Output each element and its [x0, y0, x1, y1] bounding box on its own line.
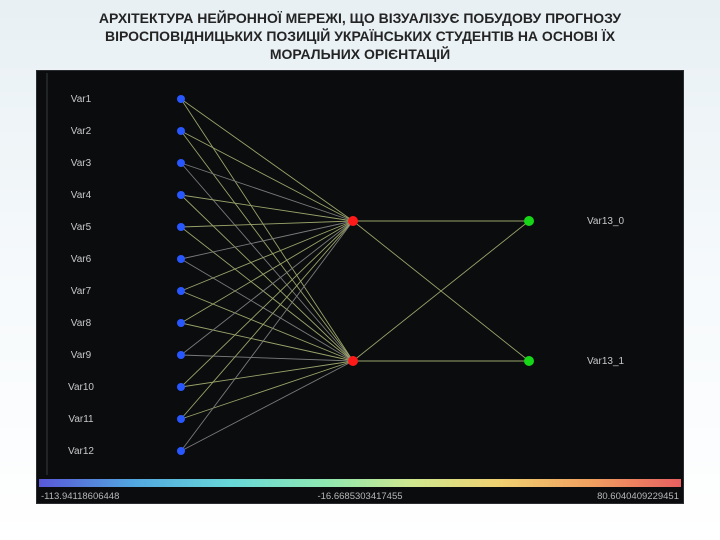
- edge-input-hidden: [181, 99, 353, 221]
- input-node: [177, 223, 185, 231]
- input-node: [177, 255, 185, 263]
- edge-input-hidden: [181, 361, 353, 419]
- hidden-node: [348, 216, 358, 226]
- input-label: Var4: [71, 190, 92, 201]
- input-node: [177, 415, 185, 423]
- colorbar-tick-mid: -16.6685303417455: [317, 491, 402, 502]
- edge-input-hidden: [181, 163, 353, 361]
- page-title: АРХІТЕКТУРА НЕЙРОННОЇ МЕРЕЖІ, ЩО ВІЗУАЛІ…: [36, 10, 684, 64]
- input-label: Var10: [68, 382, 94, 393]
- input-label: Var9: [71, 350, 92, 361]
- input-node: [177, 319, 185, 327]
- hidden-node: [348, 356, 358, 366]
- input-label: Var8: [71, 318, 92, 329]
- output-label: Var13_1: [587, 356, 625, 367]
- network-diagram-panel: Var1 Var2 Var3 Var4 Var5 Var6 Var7 Var8 Var9 Var1…: [36, 70, 684, 504]
- edge-input-hidden: [181, 221, 353, 259]
- colorbar: [39, 479, 681, 487]
- colorbar-tick-left: -113.94118606448: [41, 491, 119, 502]
- edge-input-hidden: [181, 355, 353, 361]
- input-label: Var1: [71, 94, 92, 105]
- input-node: [177, 191, 185, 199]
- network-diagram: Var1 Var2 Var3 Var4 Var5 Var6 Var7 Var8 Var9 Var1…: [37, 71, 685, 505]
- input-label: Var2: [71, 126, 92, 137]
- title-line: АРХІТЕКТУРА НЕЙРОННОЇ МЕРЕЖІ, ЩО ВІЗУАЛІ…: [99, 10, 621, 26]
- input-node: [177, 287, 185, 295]
- input-label: Var5: [71, 222, 92, 233]
- input-node: [177, 383, 185, 391]
- title-line: ВІРОСПОВІДНИЦЬКИХ ПОЗИЦІЙ УКРАЇНСЬКИХ СТ…: [105, 28, 615, 44]
- output-node: [524, 356, 534, 366]
- input-node: [177, 447, 185, 455]
- edge-input-hidden: [181, 221, 353, 419]
- edge-input-hidden: [181, 163, 353, 221]
- input-label: Var3: [71, 158, 92, 169]
- edge-input-hidden: [181, 221, 353, 355]
- input-node: [177, 159, 185, 167]
- title-line: МОРАЛЬНИХ ОРІЄНТАЦІЙ: [270, 46, 450, 62]
- input-node: [177, 127, 185, 135]
- output-label: Var13_0: [587, 216, 625, 227]
- slide: АРХІТЕКТУРА НЕЙРОННОЇ МЕРЕЖІ, ЩО ВІЗУАЛІ…: [0, 0, 720, 540]
- edge-input-hidden: [181, 99, 353, 361]
- input-label: Var11: [68, 414, 94, 425]
- colorbar-tick-right: 80.6040409229451: [597, 491, 679, 502]
- input-label: Var7: [71, 286, 92, 297]
- input-label: Var6: [71, 254, 92, 265]
- edge-input-hidden: [181, 221, 353, 323]
- edge-input-hidden: [181, 221, 353, 227]
- edge-input-hidden: [181, 131, 353, 221]
- edge-input-hidden: [181, 259, 353, 361]
- edge-input-hidden: [181, 361, 353, 451]
- output-node: [524, 216, 534, 226]
- input-label: Var12: [68, 446, 94, 457]
- input-node: [177, 351, 185, 359]
- edge-input-hidden: [181, 323, 353, 361]
- input-node: [177, 95, 185, 103]
- edge-input-hidden: [181, 227, 353, 361]
